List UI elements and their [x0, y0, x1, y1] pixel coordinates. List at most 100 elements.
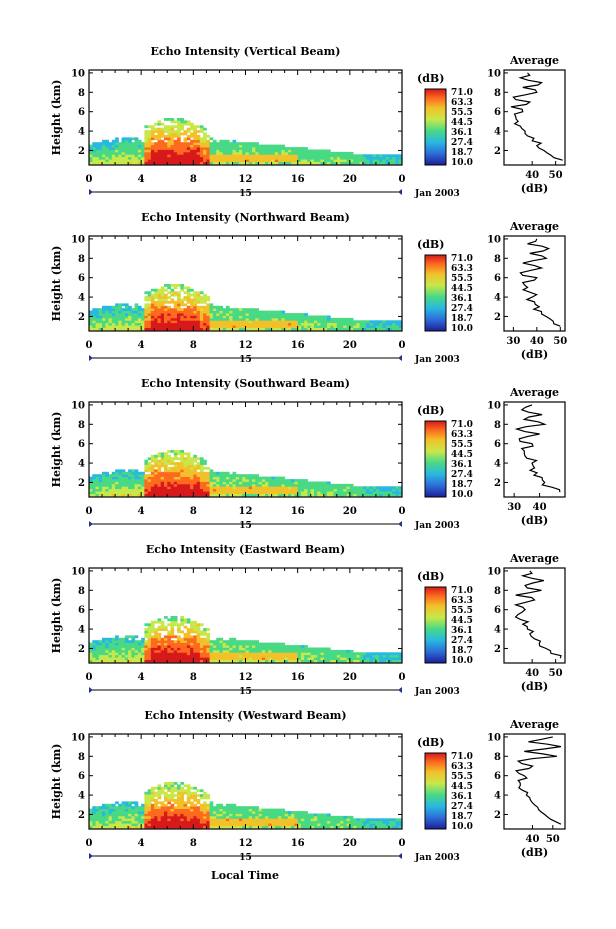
- heatmap-cell: [375, 491, 380, 494]
- heatmap-cell: [150, 327, 155, 331]
- heatmap-cell: [134, 815, 139, 819]
- heatmap-cell: [128, 308, 132, 311]
- heatmap-cell: [333, 151, 338, 155]
- heatmap-cell: [248, 820, 253, 824]
- heatmap-cell: [147, 313, 152, 316]
- y-tick-label: 8: [78, 586, 85, 597]
- heatmap-cell: [199, 313, 204, 316]
- heatmap-cell: [232, 322, 237, 326]
- heatmap-cell: [186, 134, 191, 138]
- heatmap-cell: [242, 483, 246, 487]
- heatmap-cell: [186, 784, 191, 788]
- heatmap-cell: [229, 317, 233, 321]
- heatmap-cell: [255, 640, 259, 643]
- heatmap-cell: [102, 474, 106, 477]
- heatmap-cell: [105, 161, 109, 165]
- heatmap-cell: [307, 825, 312, 829]
- heatmap-cell: [111, 154, 116, 158]
- heatmap-cell: [203, 654, 207, 658]
- heatmap-cell: [170, 317, 175, 321]
- heatmap-cell: [134, 479, 139, 482]
- heatmap-cell: [157, 649, 162, 653]
- heatmap-cell: [258, 808, 263, 812]
- y-tick-label: 6: [78, 107, 85, 118]
- heatmap-cell: [154, 813, 158, 817]
- heatmap-cell: [177, 450, 181, 453]
- heatmap-cell: [222, 308, 227, 311]
- heatmap-cell: [398, 818, 403, 822]
- heatmap-cell: [333, 659, 338, 663]
- heatmap-cell: [131, 308, 136, 311]
- heatmap-cell: [180, 127, 184, 131]
- heatmap-cell: [333, 317, 338, 321]
- heatmap-cell: [124, 825, 129, 829]
- heatmap-cell: [366, 491, 370, 494]
- heatmap-cell: [121, 154, 126, 158]
- heatmap-cell: [89, 808, 93, 812]
- heatmap-cell: [164, 647, 168, 651]
- heatmap-cell: [346, 161, 351, 165]
- heatmap-cell: [235, 808, 240, 812]
- heatmap-cell: [320, 823, 325, 826]
- heatmap-cell: [102, 808, 106, 812]
- heatmap-cell: [255, 823, 259, 826]
- heatmap-cell: [157, 464, 162, 468]
- heatmap-cell: [186, 320, 191, 324]
- heatmap-cell: [118, 640, 122, 643]
- heatmap-cell: [314, 820, 318, 824]
- heatmap-cell: [102, 471, 106, 475]
- heatmap-cell: [115, 808, 119, 812]
- heatmap-cell: [183, 457, 188, 461]
- heatmap-cell: [304, 315, 308, 319]
- heatmap-cell: [147, 159, 152, 162]
- heatmap-cell: [317, 647, 321, 651]
- heatmap-cell: [167, 784, 171, 788]
- heatmap-cell: [199, 794, 204, 797]
- heatmap-cell: [392, 161, 396, 165]
- x-tick-label: 0: [86, 174, 93, 185]
- colorbar-tick-label: 71.0: [451, 254, 473, 264]
- heatmap-cell: [170, 120, 175, 124]
- heatmap-cell: [206, 310, 211, 314]
- heatmap-cell: [268, 488, 272, 492]
- heatmap-cell: [336, 325, 341, 328]
- heatmap-cell: [92, 806, 96, 809]
- heatmap-cell: [183, 310, 188, 314]
- heatmap-cell: [183, 156, 188, 160]
- heatmap-cell: [395, 491, 400, 494]
- heatmap-cell: [131, 647, 136, 651]
- heatmap-cell: [245, 147, 250, 150]
- heatmap-cell: [160, 813, 165, 817]
- heatmap-cell: [314, 649, 318, 653]
- heatmap-cell: [346, 815, 351, 819]
- heatmap-cell: [389, 154, 393, 158]
- heatmap-cell: [150, 149, 155, 153]
- heatmap-cell: [150, 476, 155, 480]
- heatmap-cell: [232, 647, 237, 651]
- heatmap-cell: [170, 493, 175, 497]
- heatmap-cell: [183, 789, 188, 793]
- heatmap-cell: [141, 320, 145, 324]
- heatmap-cell: [177, 142, 181, 145]
- heatmap-cell: [115, 491, 119, 494]
- heatmap-cell: [278, 322, 282, 326]
- heatmap-cell: [102, 322, 106, 326]
- heatmap-cell: [131, 327, 136, 331]
- heatmap-cell: [255, 322, 259, 326]
- heatmap-cell: [164, 637, 168, 641]
- heatmap-cell: [177, 476, 181, 480]
- heatmap-cell: [239, 483, 243, 487]
- y-tick-label: 6: [78, 273, 85, 284]
- heatmap-cell: [271, 310, 276, 314]
- heatmap-cell: [307, 159, 312, 162]
- heatmap-cell: [92, 818, 96, 822]
- heatmap-cell: [190, 811, 194, 814]
- heatmap-cell: [274, 491, 279, 494]
- heatmap-cell: [225, 642, 230, 646]
- heatmap-cell: [121, 813, 126, 817]
- heatmap-cell: [385, 818, 390, 822]
- heatmap-cell: [147, 823, 152, 826]
- average-title: Average: [509, 54, 559, 67]
- heatmap-cell: [304, 647, 308, 651]
- heatmap-cell: [180, 825, 184, 829]
